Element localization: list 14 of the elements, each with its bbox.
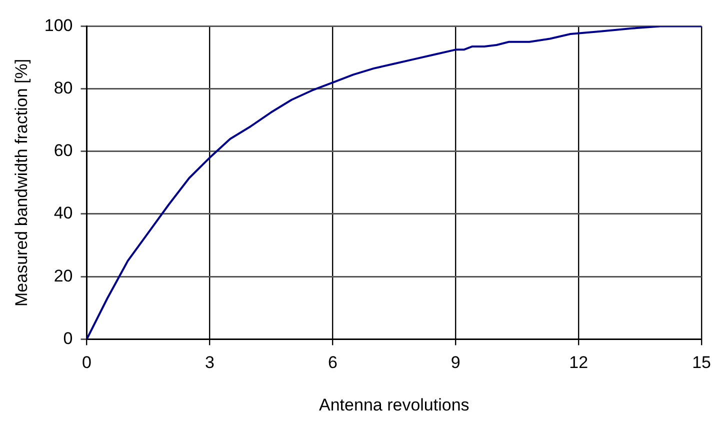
x-tick-label: 15	[692, 353, 712, 372]
y-axis-title: Measured bandwidth fraction [%]	[12, 58, 31, 306]
x-tick-label: 12	[569, 353, 588, 372]
y-tick-label: 100	[44, 16, 73, 35]
x-tick-label: 3	[204, 353, 214, 372]
x-tick-label: 9	[450, 353, 460, 372]
y-tick-label: 60	[54, 141, 73, 160]
y-tick-label: 80	[54, 78, 73, 98]
x-tick-label: 0	[82, 353, 92, 372]
x-axis-title: Antenna revolutions	[319, 395, 470, 414]
y-tick-label: 20	[54, 266, 73, 286]
x-tick-label: 6	[328, 353, 338, 372]
y-tick-label: 0	[63, 328, 73, 348]
y-tick-label: 40	[54, 204, 73, 223]
